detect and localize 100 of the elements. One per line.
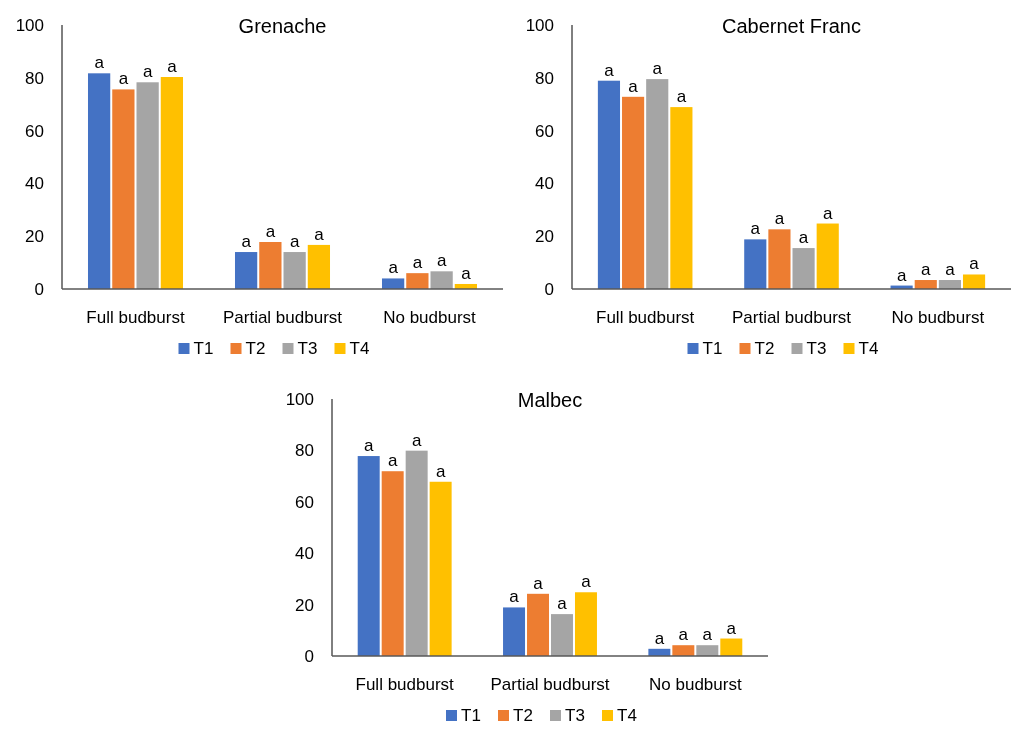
data-label: a (461, 263, 472, 283)
data-label: a (167, 57, 178, 77)
legend-label: T1 (702, 339, 723, 358)
bar (160, 77, 184, 289)
bar (357, 456, 380, 656)
bar (646, 79, 669, 289)
bar (962, 274, 986, 289)
bar (744, 239, 767, 289)
bar (720, 638, 743, 656)
bar (574, 592, 597, 656)
x-tick-label: No budburst (649, 675, 742, 694)
bar (696, 645, 719, 656)
data-label: a (702, 625, 713, 645)
data-label: a (726, 618, 737, 638)
legend-label: T4 (858, 339, 879, 358)
bar (234, 252, 258, 289)
legend-label: T2 (513, 706, 533, 725)
data-label: a (533, 573, 544, 593)
y-tick-label: 40 (535, 174, 554, 194)
x-tick-label: Partial budburst (222, 308, 343, 327)
bar (503, 607, 526, 656)
data-label: a (750, 219, 761, 239)
y-tick-label: 100 (15, 15, 44, 35)
x-tick-label: Partial budburst (731, 308, 852, 327)
bar (87, 73, 111, 289)
data-label: a (94, 53, 105, 73)
data-label: a (896, 265, 907, 285)
x-tick-label: Partial budburst (490, 675, 610, 694)
data-label: a (265, 222, 276, 242)
data-label: a (412, 253, 423, 273)
bar (283, 252, 306, 289)
bar (405, 450, 428, 656)
data-label: a (921, 260, 932, 280)
data-label: a (969, 254, 980, 274)
y-tick-label: 80 (295, 441, 314, 461)
data-label: a (363, 436, 374, 456)
bar (597, 80, 621, 289)
bar (112, 89, 135, 289)
x-tick-label: No budburst (383, 308, 477, 327)
data-label: a (411, 430, 422, 450)
bar (429, 481, 452, 656)
data-label: a (822, 203, 833, 223)
y-tick-label: 0 (544, 279, 554, 299)
legend-label: T3 (297, 339, 318, 358)
legend-label: T3 (806, 339, 827, 358)
y-tick-label: 0 (34, 279, 44, 299)
x-tick-label: No budburst (891, 308, 985, 327)
chart-title: Cabernet Franc (722, 15, 861, 37)
data-label: a (676, 87, 687, 107)
bar (527, 593, 549, 656)
x-tick-label: Full budburst (596, 308, 695, 327)
data-label: a (652, 59, 663, 79)
data-label: a (241, 232, 252, 252)
legend-label: T4 (617, 706, 637, 725)
y-tick-label: 80 (535, 68, 554, 88)
legend-label: T2 (754, 339, 775, 358)
data-label: a (142, 62, 153, 82)
bar (307, 244, 331, 289)
data-label: a (387, 451, 398, 471)
legend-label: T3 (565, 706, 585, 725)
data-label: a (774, 209, 785, 229)
bar (381, 471, 404, 656)
y-tick-label: 20 (535, 227, 554, 247)
data-label: a (314, 224, 325, 244)
data-label: a (628, 76, 639, 96)
chart-title: Malbec (517, 389, 583, 411)
bar (816, 223, 839, 289)
y-tick-label: 0 (304, 646, 314, 666)
y-tick-label: 40 (25, 174, 44, 194)
data-label: a (557, 594, 568, 614)
chart-title: Grenache (238, 15, 327, 37)
bar (136, 82, 159, 289)
data-label: a (388, 258, 399, 278)
data-label: a (118, 69, 129, 89)
y-tick-label: 80 (25, 68, 44, 88)
bar (622, 96, 645, 289)
bar (430, 271, 453, 289)
data-label: a (654, 628, 665, 648)
legend-label: T4 (349, 339, 370, 358)
legend-label: T1 (193, 339, 214, 358)
data-label: a (581, 572, 592, 592)
bar (551, 614, 573, 656)
data-label: a (604, 60, 615, 80)
bar (406, 273, 429, 289)
y-tick-label: 20 (295, 595, 314, 615)
y-tick-label: 60 (535, 121, 554, 141)
data-label: a (436, 251, 447, 271)
bar (259, 242, 282, 289)
bar (670, 107, 693, 289)
y-tick-label: 60 (295, 492, 314, 512)
y-tick-label: 40 (295, 544, 314, 564)
data-label: a (509, 587, 520, 607)
y-tick-label: 100 (285, 389, 314, 409)
data-label: a (289, 232, 300, 252)
legend-label: T1 (461, 706, 481, 725)
y-tick-label: 60 (25, 121, 44, 141)
bar (768, 229, 791, 289)
data-label: a (435, 461, 446, 481)
legend-label: T2 (245, 339, 266, 358)
bar (792, 248, 815, 289)
